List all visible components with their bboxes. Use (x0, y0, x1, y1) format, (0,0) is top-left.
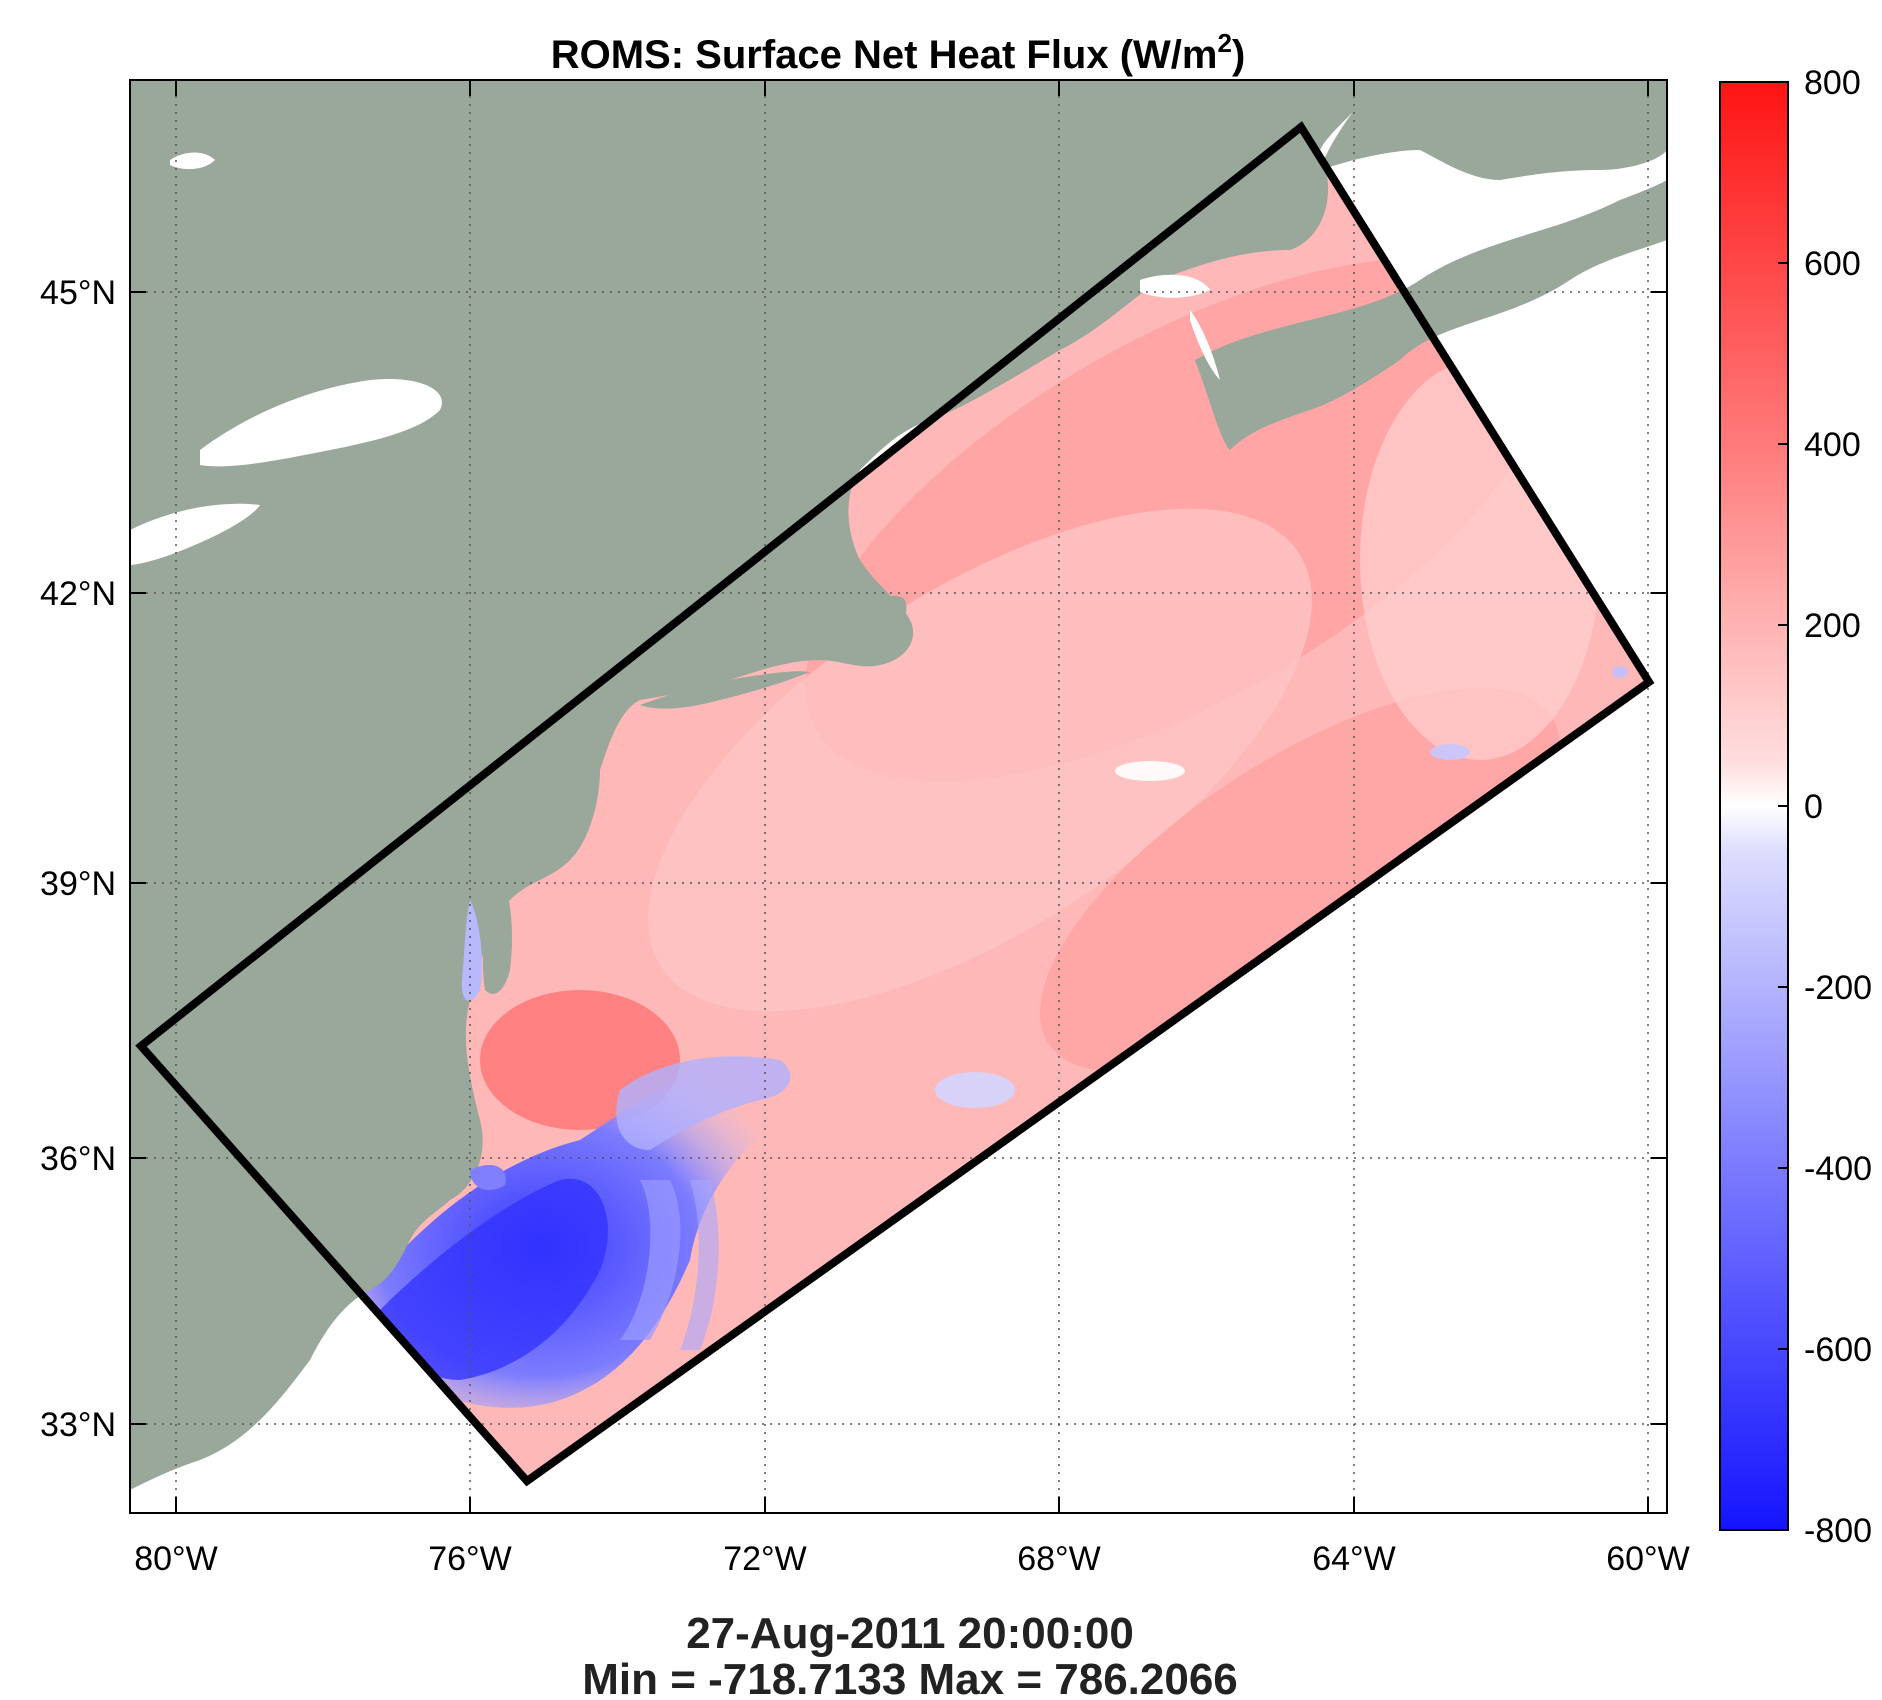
chart-title: ROMS: Surface Net Heat Flux (W/m2) (551, 28, 1246, 77)
lat-tick-label: 39°N (40, 865, 116, 903)
lon-tick-label: 64°W (1312, 1540, 1396, 1578)
colorbar-tick-label: 200 (1804, 607, 1861, 645)
colorbar-tick-label: -600 (1804, 1331, 1872, 1369)
lat-tick-label: 33°N (40, 1406, 116, 1444)
lat-tick-label: 45°N (40, 274, 116, 312)
min-max-label: Min = -718.7133 Max = 786.2066 (582, 1655, 1238, 1700)
lon-tick-label: 80°W (134, 1540, 218, 1578)
gridlines (130, 80, 1667, 1513)
colorbar-tick-label: -800 (1804, 1512, 1872, 1550)
map-axes (130, 80, 1667, 1513)
lon-tick-label: 68°W (1017, 1540, 1101, 1578)
lon-tick-label: 72°W (723, 1540, 807, 1578)
lat-tick-labels: 45°N 42°N 39°N 36°N 33°N (40, 274, 116, 1444)
tick-marks (130, 80, 1667, 1513)
timestamp-label: 27-Aug-2011 20:00:00 (686, 1609, 1134, 1658)
lat-tick-label: 36°N (40, 1140, 116, 1178)
colorbar-gradient (1719, 81, 1789, 1531)
colorbar-tick-label: 800 (1804, 64, 1861, 102)
map-frame (129, 79, 1668, 1514)
lon-tick-labels: 80°W 76°W 72°W 68°W 64°W 60°W (134, 1540, 1690, 1578)
land (130, 80, 1667, 1490)
colorbar-tick-label: 400 (1804, 426, 1861, 464)
colorbar-tick-label: -400 (1804, 1150, 1872, 1188)
colorbar-tick-label: 600 (1804, 245, 1861, 283)
colorbar: 800 600 400 200 0 -200 -400 -600 -800 (1719, 64, 1872, 1550)
inland-water (130, 152, 1220, 1190)
lat-tick-label: 42°N (40, 575, 116, 613)
model-domain-outline (135, 121, 1655, 1487)
colorbar-tick-label: -200 (1804, 969, 1872, 1007)
lon-tick-label: 60°W (1606, 1540, 1690, 1578)
lon-tick-label: 76°W (428, 1540, 512, 1578)
colorbar-tick-label: 0 (1804, 788, 1823, 826)
